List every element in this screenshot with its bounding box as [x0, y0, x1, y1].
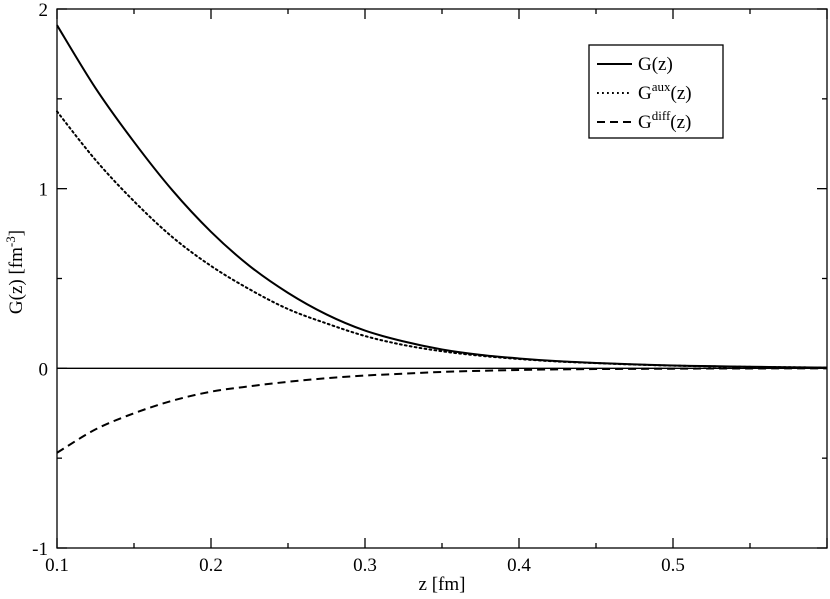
x-tick-label: 0.2: [199, 555, 223, 576]
series-line-gaux: [56, 110, 828, 369]
x-tick-label: 0.5: [661, 555, 685, 576]
x-tick-label: 0.1: [45, 555, 69, 576]
legend: G(z) Gaux(z) Gdiff(z): [588, 44, 724, 139]
y-tick-label: 0: [39, 359, 49, 380]
x-tick-label: 0.3: [353, 555, 377, 576]
y-axis-label-close: ]: [6, 230, 27, 236]
y-tick-label: -1: [32, 539, 48, 560]
y-tick-label: 1: [39, 180, 49, 201]
plot-frame: [56, 8, 828, 549]
x-tick-label: 0.4: [507, 555, 531, 576]
y-axis-label-sup: -3: [3, 236, 18, 247]
y-axis-label: G(z) [fm-3]: [3, 230, 27, 314]
series-line-gdiff: [56, 367, 828, 454]
legend-label-gdiff: Gdiff(z): [638, 108, 691, 133]
legend-entries: G(z) Gaux(z) Gdiff(z): [597, 54, 692, 133]
labels-layer: 0.1 0.2 0.3 0.4 0.5 -1 0 1 2: [32, 0, 685, 576]
legend-label-g: G(z): [638, 54, 673, 75]
legend-box: [588, 44, 724, 139]
y-axis-label-main: G(z) [fm: [6, 247, 27, 314]
legend-label-gaux: Gaux(z): [638, 79, 692, 104]
y-tick-label: 2: [39, 0, 49, 21]
x-axis-label: z [fm]: [419, 574, 466, 595]
